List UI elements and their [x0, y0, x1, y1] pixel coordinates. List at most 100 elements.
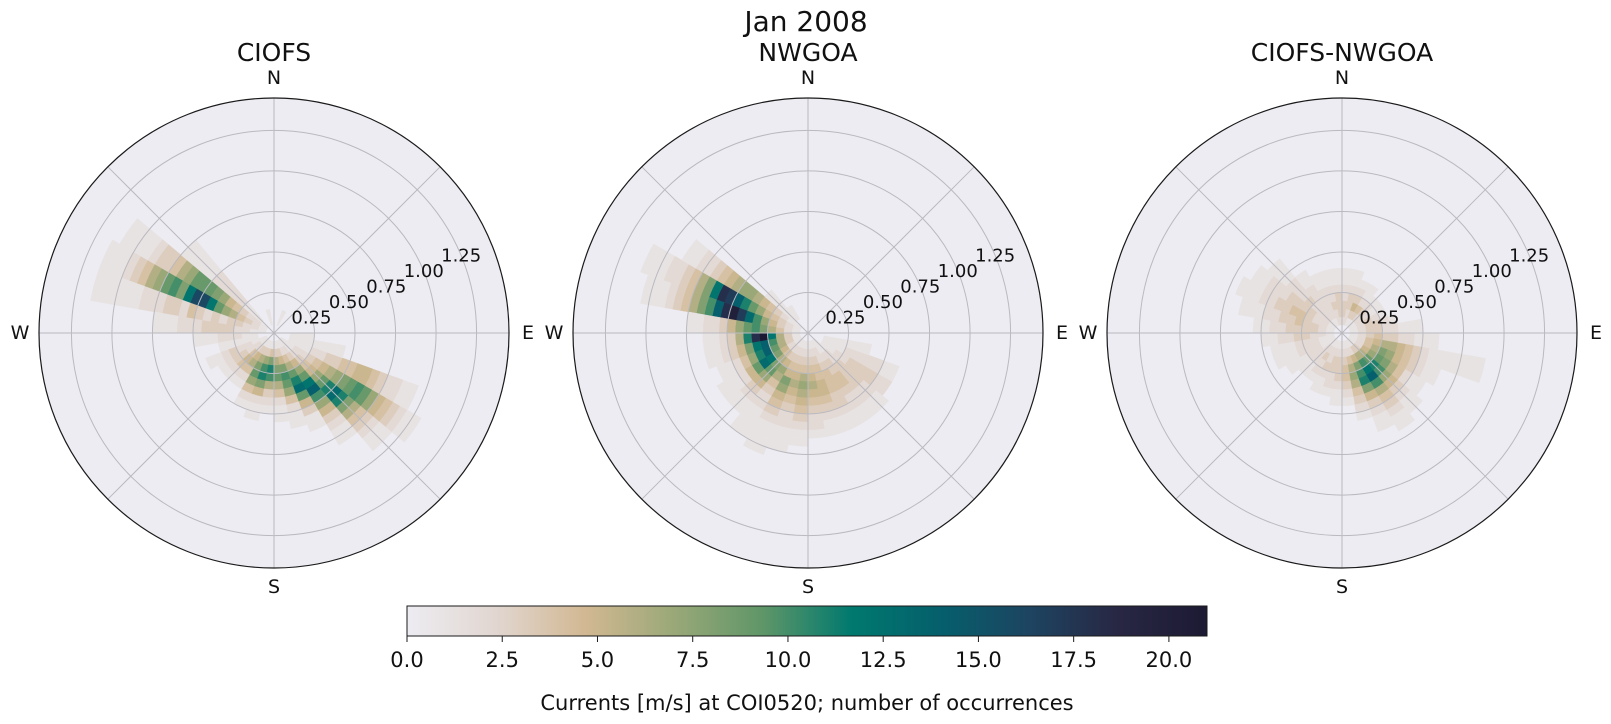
direction-label-e: E [1590, 322, 1602, 344]
rose-bin [265, 372, 275, 382]
rose-bin [273, 380, 285, 390]
rose-bin [1366, 283, 1379, 297]
direction-label-s: S [802, 576, 814, 598]
rose-bin [400, 382, 419, 411]
rose-bin [225, 324, 235, 334]
colorbar-gradient [406, 605, 1208, 637]
rose-bin [1341, 276, 1353, 286]
polar-axes-nwgoa: 0.250.500.751.001.25 [572, 97, 1044, 569]
rose-bin [786, 304, 797, 315]
direction-label-n: N [801, 67, 815, 89]
angular-gridline [807, 332, 975, 500]
rose-bin [742, 321, 753, 334]
radial-tick-label: 1.25 [1509, 245, 1549, 266]
rose-bin [807, 420, 826, 431]
rose-bin [702, 314, 713, 334]
rose-bin [875, 377, 893, 396]
radial-tick-label: 0.25 [1359, 307, 1399, 328]
rose-bin [217, 361, 231, 375]
rose-bin [1250, 265, 1268, 285]
rose-bin [702, 332, 713, 352]
rose-bin [1394, 413, 1416, 432]
direction-label-n: N [267, 67, 281, 89]
rose-bin [98, 239, 120, 273]
radial-tick-label: 1.25 [975, 245, 1015, 266]
rose-bin [790, 420, 809, 431]
rose-bin [261, 396, 275, 407]
rose-bin [1330, 388, 1343, 399]
rose-bin [807, 380, 819, 390]
rose-bin [710, 332, 721, 351]
rose-bin [265, 308, 272, 319]
rose-bin [1375, 416, 1395, 433]
rose-bin [160, 313, 171, 334]
rose-bin [1425, 366, 1442, 386]
rose-bin [1309, 381, 1323, 395]
colorbar-tick-label: 0.0 [390, 648, 423, 672]
rose-bin [1285, 332, 1295, 344]
rose-bin [1293, 332, 1303, 342]
rose-bin [1294, 269, 1310, 284]
angular-gridline [107, 166, 275, 334]
angular-gridline [807, 166, 975, 334]
rose-bin [856, 407, 876, 425]
colorbar-tick-label: 20.0 [1146, 648, 1193, 672]
rose-bin [1268, 332, 1279, 346]
rose-bin [1341, 380, 1353, 390]
rose-bin [176, 315, 187, 334]
rose-bin [796, 388, 809, 399]
rose-bin [767, 325, 777, 334]
rose-bin [1333, 284, 1343, 294]
angular-gridline [641, 332, 809, 500]
radial-tick-label: 0.25 [825, 307, 865, 328]
rose-bin [263, 380, 275, 390]
rose-bin [279, 309, 287, 320]
rose-bin [266, 364, 275, 374]
rose-bin [1397, 332, 1408, 345]
direction-label-s: S [1336, 576, 1348, 598]
colorbar-ticks: 0.0 2.5 5.0 7.5 10.0 12.5 15.0 17.5 20.0 [390, 636, 1192, 672]
rose-bin [232, 376, 246, 390]
direction-label-w: W [11, 322, 30, 344]
rose-bin [1351, 268, 1365, 280]
direction-label-w: W [1079, 322, 1098, 344]
polar-grid [39, 98, 509, 568]
rose-bin [217, 341, 229, 353]
radial-tick-label: 0.25 [291, 307, 331, 328]
rose-bin [1330, 267, 1343, 278]
panel-title-nwgoa: NWGOA [758, 38, 857, 67]
rose-bin [217, 332, 227, 344]
rose-bin [1285, 322, 1295, 334]
rose-bin [716, 381, 734, 401]
rose-bin [1405, 332, 1416, 346]
panel-title-ciofs-nwgoa: CIOFS-NWGOA [1251, 38, 1433, 67]
rose-bin [1329, 396, 1343, 407]
rose-bin [788, 436, 809, 447]
angular-gridline [273, 332, 441, 500]
angular-gridline [1341, 166, 1509, 334]
rose-bin [307, 416, 327, 433]
rose-bin [305, 332, 315, 341]
rose-bin [1341, 364, 1350, 374]
rose-bin [1341, 396, 1355, 407]
rose-bin [800, 364, 809, 374]
radial-tick-label: 0.50 [863, 292, 903, 313]
rose-bin [200, 332, 211, 346]
rose-bin [824, 424, 845, 437]
rose-bin [734, 332, 745, 346]
direction-label-s: S [268, 576, 280, 598]
panel-nwgoa: NWGOA N E S W 0.250.500.751.001.25 [545, 38, 1068, 598]
rose-bin [716, 363, 732, 382]
polar-grid [573, 98, 1043, 568]
colorbar-tick-label: 5.0 [581, 648, 614, 672]
colorbar-tick-label: 12.5 [860, 648, 907, 672]
rose-bin [1276, 321, 1287, 334]
radial-tick-label: 0.50 [1397, 292, 1437, 313]
polar-axes-ciofs: 0.250.500.751.001.25 [38, 97, 510, 569]
rose-bin [759, 324, 769, 334]
rose-bin [1341, 372, 1351, 382]
polar-grid [1107, 98, 1577, 568]
angular-gridline [107, 332, 275, 500]
rose-bin [273, 388, 286, 399]
